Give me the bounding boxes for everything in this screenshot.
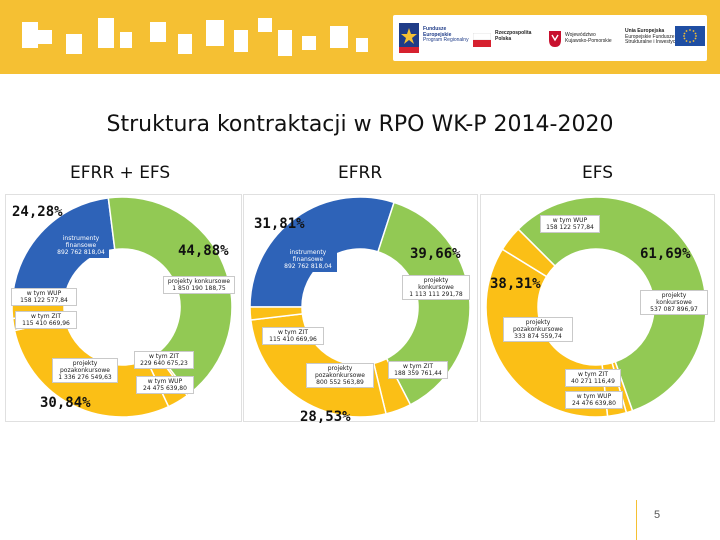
- tag-label: projekty pozakonkursowe: [315, 365, 365, 379]
- tag-value: 229 640 675,23: [140, 360, 188, 367]
- pct-yellow-1: 30,84%: [40, 395, 91, 411]
- tag-label: instrumenty finansowe: [62, 235, 100, 249]
- logo1-line2: Europejskie: [423, 31, 452, 38]
- tag-projekty-pozakonkursowe-2: projekty pozakonkursowe 800 552 563,89: [306, 363, 374, 388]
- decor-block-3: [66, 34, 82, 54]
- tag-wup-1: w tym WUP 158 122 577,84: [11, 288, 77, 306]
- tag-value: 333 874 559,74: [514, 333, 562, 340]
- logo4-line1: Unia Europejska: [625, 28, 665, 34]
- decor-block-5: [120, 32, 132, 48]
- tag-projekty-pozakonkursowe-3: projekty pozakonkursowe 333 874 559,74: [503, 317, 573, 342]
- rzeczpospolita-logo: Rzeczpospolita Polska: [473, 21, 543, 55]
- decor-block-14: [356, 38, 368, 52]
- tag-value: 188 359 761,44: [394, 370, 442, 377]
- decor-block-2: [38, 30, 52, 44]
- subtitle-efrr-efs: EFRR + EFS: [70, 163, 171, 183]
- tag-value: 115 410 669,96: [269, 336, 317, 343]
- tag-projekty-pozakonkursowe-1: projekty pozakonkursowe 1 336 276 549,63: [52, 358, 118, 383]
- tag-label: w tym WUP: [552, 217, 588, 224]
- tag-value: 115 410 669,96: [22, 320, 70, 327]
- tag-label: w tym ZIT: [577, 371, 608, 378]
- decor-block-12: [302, 36, 316, 50]
- tag-value: 158 122 577,84: [20, 297, 68, 304]
- logo1-line3: Program Regionalny: [423, 37, 469, 43]
- tag-value: 40 271 116,49: [571, 378, 615, 385]
- tag-value: 1 113 111 291,78: [409, 291, 463, 298]
- tag-value: 537 087 896,97: [650, 306, 698, 313]
- polish-flag-icon: [473, 33, 491, 47]
- logo3-line2: Kujawsko-Pomorskie: [565, 37, 612, 44]
- tag-instrumenty-finansowe-2: instrumenty finansowe 892 762 818,04: [279, 247, 337, 272]
- tag-zit-5: w tym ZIT 40 271 116,49: [565, 369, 621, 387]
- tag-label: w tym ZIT: [30, 313, 61, 320]
- tag-zit-1: w tym ZIT 115 410 669,96: [15, 311, 77, 329]
- tag-projekty-konkursowe-1: projekty konkursowe 1 850 190 188,75: [163, 276, 235, 294]
- logo1-line1: Fundusze: [423, 26, 447, 32]
- eu-flag-icon: [675, 26, 705, 46]
- pct-yellow-2: 28,53%: [300, 409, 351, 425]
- slide-title: Struktura kontraktacji w RPO WK-P 2014-2…: [106, 112, 614, 137]
- pct-green-3: 61,69%: [640, 246, 691, 262]
- tag-label: projekty konkursowe: [167, 278, 231, 285]
- tag-zit-3: w tym ZIT 115 410 669,96: [262, 327, 324, 345]
- tag-wup-3: w tym WUP 158 122 577,84: [540, 215, 600, 233]
- decor-block-10: [258, 18, 272, 32]
- decor-block-1: [22, 22, 38, 48]
- pct-yellow-3: 38,31%: [490, 276, 541, 292]
- tag-label: projekty pozakonkursowe: [60, 360, 110, 374]
- coat-of-arms-icon: [549, 31, 561, 47]
- fundusze-europejskie-logo: Fundusze Europejskie Program Regionalny: [399, 21, 469, 55]
- tag-wup-4: w tym WUP 24 476 639,80: [565, 391, 623, 409]
- tag-label: w tym ZIT: [148, 353, 179, 360]
- panel-efrr-efs: [5, 194, 242, 422]
- tag-projekty-konkursowe-3: projekty konkursowe 537 087 896,97: [640, 290, 708, 315]
- kujawsko-pomorskie-logo: Województwo Kujawsko-Pomorskie: [549, 21, 621, 55]
- tag-label: w tym WUP: [26, 290, 62, 297]
- tag-value: 1 336 276 549,63: [58, 374, 112, 381]
- logo2-line2: Polska: [495, 35, 512, 42]
- tag-label: projekty pozakonkursowe: [513, 319, 563, 333]
- unia-europejska-logo: Unia Europejska Europejskie Fundusze Str…: [625, 21, 705, 55]
- subtitle-efs: EFS: [582, 163, 614, 183]
- tag-label: w tym WUP: [147, 378, 183, 385]
- decor-block-4: [98, 18, 114, 48]
- pct-blue-1: 24,28%: [12, 204, 63, 220]
- tag-value: 800 552 563,89: [316, 379, 364, 386]
- tag-zit-2: w tym ZIT 229 640 675,23: [134, 351, 194, 369]
- tag-value: 24 475 639,80: [143, 385, 187, 392]
- tag-label: projekty konkursowe: [418, 277, 454, 291]
- logo2-line1: Rzeczpospolita: [495, 30, 532, 36]
- stars-icon: [399, 23, 419, 53]
- tag-wup-2: w tym WUP 24 475 639,80: [136, 376, 194, 394]
- footer-divider: [636, 500, 637, 540]
- decor-block-13: [330, 26, 348, 48]
- logo4-line3: Strukturalne i Inwestycyjne: [625, 39, 685, 45]
- tag-value: 892 762 818,04: [57, 249, 105, 256]
- tag-value: 24 476 639,80: [572, 400, 616, 407]
- pct-green-2: 39,66%: [410, 246, 461, 262]
- logos-strip: Fundusze Europejskie Program Regionalny …: [393, 15, 707, 61]
- tag-instrumenty-finansowe-1: instrumenty finansowe 892 762 818,04: [53, 233, 109, 258]
- logo3-line1: Województwo: [565, 32, 596, 38]
- decor-block-7: [178, 34, 192, 54]
- tag-value: 1 850 190 188,75: [172, 285, 226, 292]
- tag-label: w tym WUP: [576, 393, 612, 400]
- tag-zit-4: w tym ZIT 188 359 761,44: [388, 361, 448, 379]
- tag-label: w tym ZIT: [277, 329, 308, 336]
- decor-block-8: [206, 20, 224, 46]
- page-number: 5: [654, 509, 661, 521]
- decor-block-6: [150, 22, 166, 42]
- tag-label: w tym ZIT: [402, 363, 433, 370]
- tag-projekty-konkursowe-2: projekty konkursowe 1 113 111 291,78: [402, 275, 470, 300]
- tag-label: projekty konkursowe: [656, 292, 692, 306]
- tag-label: instrumenty finansowe: [289, 249, 327, 263]
- decor-block-11: [278, 30, 292, 56]
- pct-green-1: 44,88%: [178, 243, 229, 259]
- tag-value: 158 122 577,84: [546, 224, 594, 231]
- subtitle-efrr: EFRR: [338, 163, 383, 183]
- tag-value: 892 762 818,04: [284, 263, 332, 270]
- logo4-line2: Europejskie Fundusze: [625, 33, 675, 40]
- decor-block-9: [234, 30, 248, 52]
- pct-blue-2: 31,81%: [254, 216, 305, 232]
